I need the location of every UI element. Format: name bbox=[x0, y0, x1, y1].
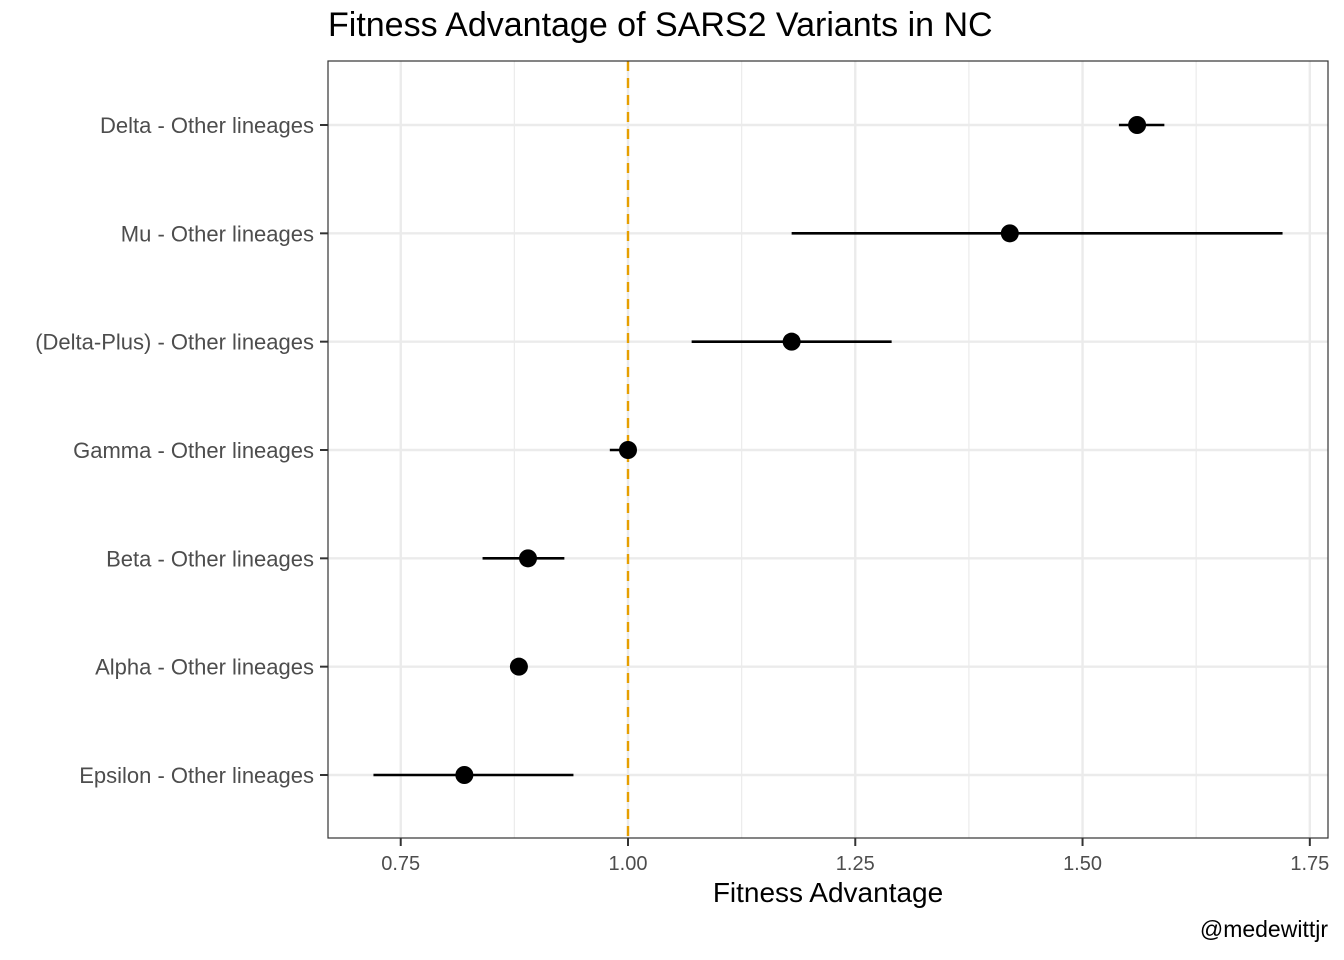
x-axis-title: Fitness Advantage bbox=[713, 877, 943, 908]
data-point bbox=[1128, 116, 1147, 134]
y-tick-label: Gamma - Other lineages bbox=[73, 438, 314, 463]
y-tick-label: Mu - Other lineages bbox=[121, 221, 314, 246]
x-axis: 0.75 1.00 1.25 1.50 1.75 bbox=[381, 838, 1329, 875]
chart-title: Fitness Advantage of SARS2 Variants in N… bbox=[328, 6, 993, 44]
data-point bbox=[519, 549, 537, 568]
x-tick-label: 1.75 bbox=[1290, 853, 1329, 875]
data-points bbox=[455, 116, 1147, 784]
y-tick-label: (Delta-Plus) - Other lineages bbox=[35, 330, 314, 355]
y-tick-label: Alpha - Other lineages bbox=[95, 655, 314, 680]
data-point bbox=[782, 332, 801, 351]
data-point bbox=[509, 657, 528, 676]
x-tick-label: 1.50 bbox=[1063, 853, 1102, 875]
y-tick-label: Beta - Other lineages bbox=[106, 546, 314, 571]
y-tick-label: Epsilon - Other lineages bbox=[79, 763, 314, 788]
grid-lines bbox=[328, 61, 1328, 838]
data-point bbox=[619, 441, 637, 459]
x-tick-label: 1.25 bbox=[836, 853, 875, 875]
x-tick-label: 0.75 bbox=[381, 853, 420, 875]
caption: @medewittjr bbox=[1199, 916, 1328, 942]
y-axis: Delta - Other lineages Mu - Other lineage… bbox=[35, 113, 328, 788]
data-point bbox=[1000, 224, 1019, 243]
data-point bbox=[455, 766, 474, 784]
x-tick-label: 1.00 bbox=[609, 853, 648, 875]
y-tick-label: Delta - Other lineages bbox=[100, 113, 314, 138]
